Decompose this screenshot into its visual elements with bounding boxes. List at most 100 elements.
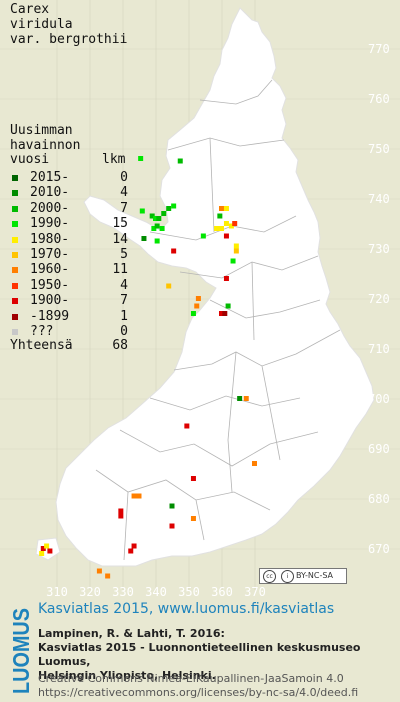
license-line[interactable]: https://creativecommons.org/licenses/by-…: [38, 685, 359, 699]
legend-swatch: [12, 282, 18, 289]
province-border: [195, 499, 205, 541]
observation-square: [223, 276, 229, 281]
province-border: [119, 429, 319, 467]
observation-square: [243, 396, 249, 401]
observation-square: [219, 311, 224, 316]
legend-label: 2010-: [30, 185, 70, 201]
cc-icon: cc: [263, 570, 276, 583]
cc-badge-text: BY-NC-SA: [296, 571, 334, 580]
legend-title-line: vuosi: [10, 152, 50, 167]
observation-square: [40, 546, 46, 551]
y-tick-label: 730: [368, 242, 390, 256]
observation-square: [149, 213, 155, 219]
legend-count: 11: [112, 262, 128, 278]
observation-square: [190, 516, 196, 521]
observation-square: [223, 221, 229, 226]
observation-square: [232, 221, 238, 226]
taxon-name: Carex viridula var. bergrothii: [10, 2, 127, 47]
legend-swatch: [12, 205, 18, 212]
observation-square: [214, 226, 220, 231]
legend-swatch: [12, 328, 18, 335]
observation-square: [153, 216, 158, 221]
legend-count: 4: [120, 185, 128, 201]
observation-square: [222, 311, 228, 316]
observation-square: [141, 236, 147, 241]
observation-square: [169, 523, 175, 529]
legend-count-header: lkm: [102, 152, 126, 167]
province-border: [251, 261, 255, 341]
observation-square: [219, 206, 224, 211]
observation-square: [194, 303, 200, 309]
observation-square: [118, 513, 124, 519]
legend-swatch: [12, 298, 18, 305]
legend-count: 7: [120, 293, 128, 309]
observation-squares: [39, 156, 257, 579]
legend-label: 1980-: [30, 231, 70, 247]
y-tick-label: 770: [368, 42, 390, 56]
observation-square: [44, 543, 50, 549]
y-tick-label: 720: [368, 292, 390, 306]
legend-label: 1900-: [30, 293, 70, 309]
x-tick-label: 330: [112, 585, 134, 599]
observation-square: [184, 423, 190, 429]
logo-text: LUOMUS: [8, 608, 34, 694]
observation-square: [190, 476, 196, 481]
y-tick-label: 760: [368, 92, 390, 106]
observation-square: [96, 568, 102, 574]
observation-square: [47, 548, 53, 554]
observation-square: [156, 216, 162, 221]
legend-count: 5: [120, 246, 128, 262]
observation-square: [228, 223, 234, 229]
x-tick-label: 340: [145, 585, 167, 599]
legend-label: -1899: [30, 308, 70, 324]
observation-square: [219, 226, 224, 231]
y-tick-label: 740: [368, 192, 390, 206]
observation-square: [177, 158, 183, 164]
legend-count: 14: [112, 231, 128, 247]
y-tick-label: 680: [368, 492, 390, 506]
province-border: [123, 491, 129, 561]
observation-square: [233, 248, 239, 254]
cc-license-badge[interactable]: cc i BY-NC-SA: [259, 568, 347, 584]
y-tick-label: 690: [368, 442, 390, 456]
legend-swatch: [12, 267, 18, 274]
province-border: [167, 137, 285, 151]
luomus-logo: LUOMUS: [8, 608, 34, 694]
y-tick-label: 670: [368, 542, 390, 556]
observation-square: [233, 243, 239, 249]
legend-count: 4: [120, 277, 128, 293]
observation-square: [171, 248, 177, 254]
legend-swatch: [12, 251, 18, 258]
observation-square: [138, 156, 144, 161]
observation-square: [39, 551, 45, 556]
observation-square: [159, 226, 165, 231]
legend-swatch: [12, 313, 18, 320]
legend-label: ???: [30, 323, 54, 339]
observation-square: [139, 208, 145, 214]
legend-total: Yhteensä 68: [10, 338, 130, 353]
legend-title-line: havainnon: [10, 137, 81, 153]
observation-square: [200, 233, 206, 239]
legend-label: 1990-: [30, 216, 70, 232]
atlas-heading[interactable]: Kasviatlas 2015, www.luomus.fi/kasviatla…: [38, 601, 335, 617]
citation-line: Lampinen, R. & Lahti, T. 2016:: [38, 627, 225, 640]
province-borders: [95, 79, 341, 561]
legend-count: 0: [120, 323, 128, 339]
y-tick-label: 710: [368, 342, 390, 356]
citation-line: Kasviatlas 2015 - Luonnontieteellinen ke…: [38, 641, 361, 668]
observation-square: [169, 503, 175, 509]
license-line: Creative Commons Nimeä-EiKaupallinen-Jaa…: [38, 672, 344, 685]
observation-square: [105, 573, 111, 579]
legend-swatch: [12, 221, 18, 228]
province-border: [227, 351, 237, 493]
observation-square: [190, 311, 196, 316]
observation-square: [223, 233, 229, 239]
legend-label: 1950-: [30, 277, 70, 293]
x-tick-label: 360: [211, 585, 233, 599]
observation-square: [217, 213, 223, 219]
province-border: [173, 329, 341, 371]
legend-title-line: Uusimman: [10, 123, 73, 138]
legend-count: 7: [120, 200, 128, 216]
